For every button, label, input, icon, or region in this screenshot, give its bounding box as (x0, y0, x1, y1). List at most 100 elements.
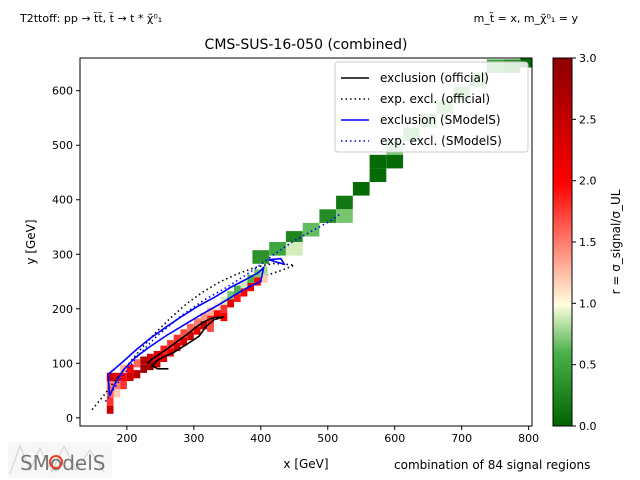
heatmap-cell (352, 182, 370, 196)
heatmap-cell (147, 361, 154, 371)
logo-scribble (9, 444, 105, 475)
heatmap-cell (187, 323, 194, 332)
heatmap-cell (120, 372, 127, 381)
mass-label: m_t̃ = x, m_χ̃⁰₁ = y (474, 12, 579, 25)
heatmap-cell (336, 209, 353, 223)
heatmap-cell (133, 359, 141, 368)
x-tick-label: 500 (317, 432, 338, 445)
heatmap-cell (140, 356, 147, 365)
y-tick-label: 200 (52, 303, 73, 316)
heatmap-cell (106, 372, 114, 381)
heatmap-cell (173, 334, 181, 343)
heatmap-cell (227, 291, 234, 300)
heatmap-cell (113, 389, 121, 398)
logo-o-icon (49, 455, 63, 469)
heatmap-cell (240, 288, 248, 297)
heatmap-cell (120, 381, 127, 390)
heatmap-cell (200, 321, 208, 330)
heatmap-cell (180, 337, 188, 346)
heatmap-cell (140, 364, 147, 373)
heatmap-cell (167, 340, 174, 349)
colorbar-tick-label: 3.0 (579, 52, 597, 65)
curve-exclusion-smodels (268, 257, 286, 266)
heatmap-cell (220, 296, 228, 305)
heatmap-cell (285, 242, 303, 256)
heatmap-cell (133, 370, 141, 379)
heatmap-cell (386, 154, 404, 169)
x-axis-label: x [GeV] (283, 457, 328, 471)
curve-exclusion-smodels (107, 265, 265, 397)
heatmap-cell (369, 154, 387, 169)
legend-label: exp. excl. (official) (380, 92, 490, 106)
heatmap-cell (220, 304, 228, 313)
x-tick-label: 300 (183, 432, 204, 445)
heatmap-cell (160, 353, 168, 362)
x-tick-label: 800 (518, 432, 539, 445)
heatmap-cell (193, 326, 201, 335)
x-tick-label: 200 (116, 432, 137, 445)
heatmap-cell (200, 312, 208, 322)
colorbar: 0.0 0.5 1.0 1.5 2.0 2.5 3.0 r = σ_signal/σ_UL (552, 52, 623, 433)
heatmap-cell (113, 372, 121, 381)
colorbar-tick-label: 1.0 (579, 297, 597, 310)
heatmap-cell (147, 353, 154, 362)
heatmap-cell (227, 299, 234, 308)
heatmap-cell (180, 329, 188, 338)
heatmap-cell (247, 274, 255, 283)
x-tick-label: 400 (250, 432, 271, 445)
y-tick-label: 100 (52, 357, 73, 370)
heatmap-cell (160, 345, 168, 354)
heatmap-cell (234, 293, 241, 302)
chart-title: CMS-SUS-16-050 (combined) (205, 37, 408, 53)
heatmap-cell (126, 364, 134, 373)
heatmap-cell (240, 280, 248, 289)
smodels-logo: SModelS (8, 442, 112, 478)
x-tick-label: 600 (384, 432, 405, 445)
heatmap-cell (269, 242, 286, 256)
colorbar-gradient (552, 57, 573, 427)
heatmap-cell (106, 405, 114, 414)
legend-label: exp. excl. (SModelS) (380, 134, 502, 148)
heatmap-cell (106, 381, 114, 390)
heatmap-cell (260, 266, 268, 275)
curve-exp-excl-smodels (104, 212, 342, 402)
y-tick-label: 600 (52, 85, 73, 98)
heatmap-cell (302, 222, 320, 237)
plot-frame (79, 57, 533, 427)
signal-regions-note: combination of 84 signal regions (394, 458, 590, 472)
heatmap-cell (167, 348, 174, 357)
colorbar-label: r = σ_signal/σ_UL (609, 189, 623, 294)
colorbar-tick-label: 0.0 (579, 420, 597, 433)
heatmap-cell (336, 195, 353, 210)
curve-exclusion-official (146, 316, 225, 370)
heatmap-cell (173, 342, 181, 352)
colorbar-tick-label: 0.5 (579, 359, 597, 372)
y-axis-label: y [GeV] (24, 219, 38, 264)
legend-box (334, 61, 529, 153)
heatmap-cell (285, 231, 303, 245)
heatmap-cell (113, 381, 121, 390)
topology-label: T2ttoff: pp → t̃t̃, t̃ → t * χ̃⁰₁ (19, 12, 162, 25)
heatmap-cell (193, 318, 201, 327)
heatmap-cell (254, 277, 261, 286)
heatmap-cell (126, 372, 134, 381)
y-tick-label: 500 (52, 139, 73, 152)
x-tick-label: 700 (451, 432, 472, 445)
heatmap-cell (153, 359, 161, 368)
heatmap-cell (319, 209, 337, 223)
heatmap-cell (252, 250, 270, 264)
heatmap-cell (213, 310, 221, 319)
heatmap-cell (234, 285, 241, 294)
heatmap-cell (106, 397, 114, 406)
legend-label: exclusion (official) (380, 71, 489, 85)
y-tick-label: 0 (66, 412, 73, 425)
heatmap-cell (187, 332, 194, 341)
heatmap-cell (207, 307, 214, 316)
y-tick-label: 400 (52, 194, 73, 207)
colorbar-tick-label: 1.5 (579, 236, 597, 249)
colorbar-tick-label: 2.0 (579, 175, 597, 188)
heatmap-cell (207, 323, 214, 332)
heatmap-cell (369, 168, 387, 182)
colorbar-tick-label: 2.5 (579, 113, 597, 126)
